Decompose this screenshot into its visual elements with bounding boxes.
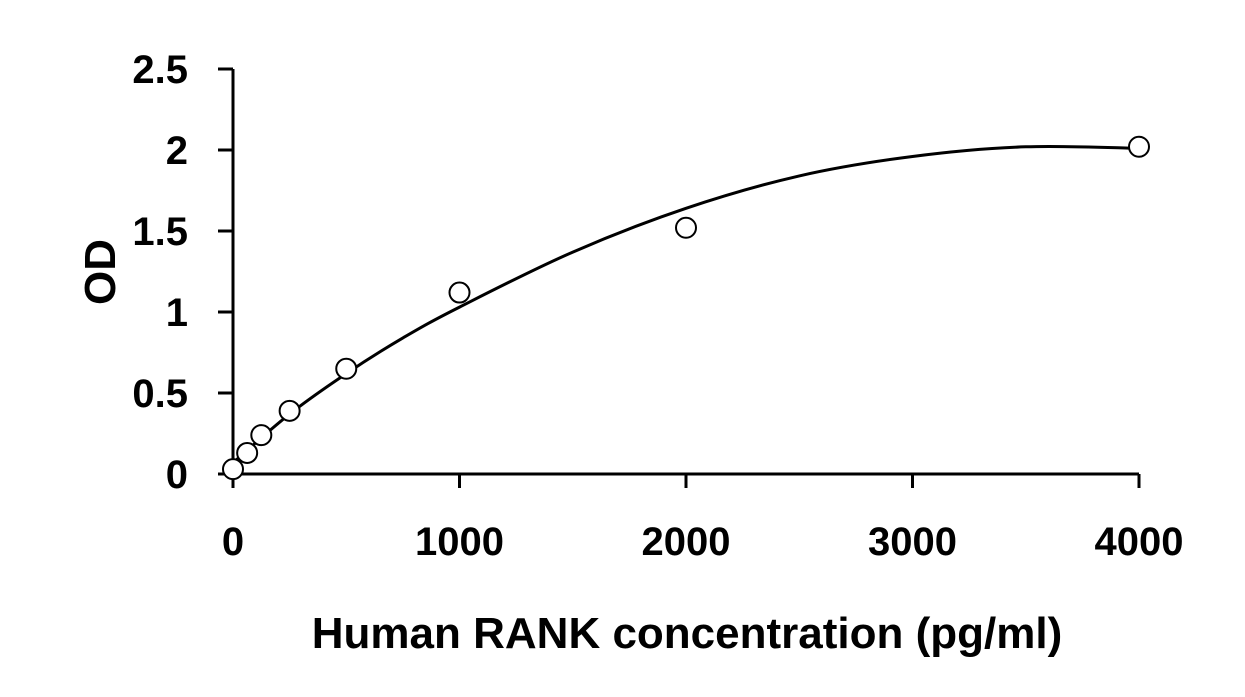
data-point [1128,135,1150,158]
fit-curve [232,144,1140,464]
x-axis-title: Human RANK concentration (pg/ml) [312,609,1062,658]
y-tick-label: 1.5 [132,210,188,254]
data-point [335,357,358,380]
y-tick-label: 2 [166,129,188,173]
data-point [236,441,259,464]
x-tick-label: 3000 [868,520,957,564]
y-tick-label: 1 [166,291,188,335]
data-point [448,281,471,304]
y-tick-label: 0 [166,453,188,497]
data-point [222,458,244,481]
points-layer [222,135,1150,481]
y-axis-title: OD [76,239,125,305]
data-point [675,216,697,239]
x-tick-label: 0 [222,520,244,564]
data-point [278,399,301,422]
y-tick-label: 0.5 [132,372,188,416]
axes [218,69,1139,476]
x-tick-label: 1000 [415,520,504,564]
x-tick-label: 4000 [1095,520,1184,564]
x-tick-label: 2000 [642,520,731,564]
curve-layer [232,144,1140,464]
y-tick-label: 2.5 [132,48,188,92]
ticks: 0 0.5 1 1.5 2 2.5 0 1000 2000 3000 4000 [132,48,1183,564]
data-point [250,424,273,447]
